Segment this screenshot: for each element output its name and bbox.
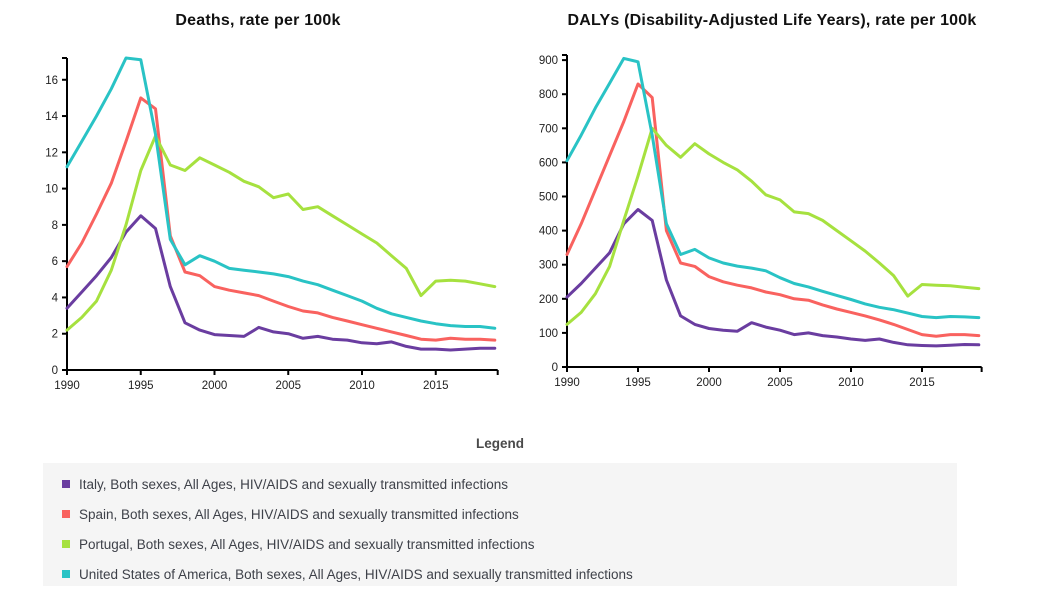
usa-series-swatch-icon [62, 570, 70, 578]
legend-item-usa: United States of America, Both sexes, Al… [43, 559, 957, 589]
svg-text:12: 12 [45, 147, 58, 159]
svg-text:8: 8 [52, 220, 58, 232]
svg-text:14: 14 [45, 111, 58, 123]
portugal-series-swatch-icon [62, 540, 70, 548]
svg-text:2005: 2005 [767, 377, 793, 389]
svg-text:0: 0 [52, 365, 58, 377]
dalys-line-chart[interactable]: 0 100 200 300 400 500 600 700 800 900 1990 1995 2000… [523, 38, 1043, 400]
legend-item-label: Italy, Both sexes, All Ages, HIV/AIDS an… [79, 476, 508, 492]
legend-item-portugal: Portugal, Both sexes, All Ages, HIV/AIDS… [43, 529, 957, 559]
svg-text:900: 900 [539, 55, 558, 67]
italy-series-swatch-icon [62, 480, 70, 488]
svg-text:10: 10 [45, 184, 58, 196]
svg-text:2010: 2010 [838, 377, 864, 389]
legend-item-label: Spain, Both sexes, All Ages, HIV/AIDS an… [79, 506, 519, 522]
svg-text:700: 700 [539, 123, 558, 135]
svg-text:1990: 1990 [54, 380, 80, 392]
svg-text:300: 300 [539, 260, 558, 272]
svg-text:0: 0 [552, 362, 558, 374]
svg-text:6: 6 [52, 256, 58, 268]
svg-text:600: 600 [539, 157, 558, 169]
svg-text:16: 16 [45, 75, 58, 87]
svg-text:2005: 2005 [275, 380, 301, 392]
legend-title: Legend [475, 436, 524, 451]
deaths-line-chart[interactable]: 0 2 4 6 8 10 12 14 16 1990 1995 2000 2005 2010 2015 [0, 38, 520, 400]
svg-text:2010: 2010 [349, 380, 375, 392]
svg-text:2000: 2000 [696, 377, 722, 389]
svg-text:1990: 1990 [554, 377, 580, 389]
svg-text:200: 200 [539, 294, 558, 306]
svg-text:800: 800 [539, 89, 558, 101]
svg-text:1995: 1995 [625, 377, 651, 389]
legend-item-italy: Italy, Both sexes, All Ages, HIV/AIDS an… [43, 469, 957, 499]
svg-text:2000: 2000 [202, 380, 228, 392]
spain-series-swatch-icon [62, 510, 70, 518]
legend-item-spain: Spain, Both sexes, All Ages, HIV/AIDS an… [43, 499, 957, 529]
dalys-chart-title: DALYs (Disability-Adjusted Life Years), … [567, 12, 977, 29]
legend-item-label: United States of America, Both sexes, Al… [79, 566, 633, 582]
svg-text:2: 2 [52, 329, 58, 341]
deaths-chart-title: Deaths, rate per 100k [175, 12, 341, 29]
legend: Italy, Both sexes, All Ages, HIV/AIDS an… [43, 463, 957, 586]
svg-text:2015: 2015 [909, 377, 935, 389]
svg-text:4: 4 [52, 292, 59, 304]
svg-text:2015: 2015 [423, 380, 449, 392]
svg-text:400: 400 [539, 226, 558, 238]
svg-text:500: 500 [539, 192, 558, 204]
svg-text:1995: 1995 [128, 380, 154, 392]
legend-item-label: Portugal, Both sexes, All Ages, HIV/AIDS… [79, 536, 535, 552]
svg-text:100: 100 [539, 328, 558, 340]
